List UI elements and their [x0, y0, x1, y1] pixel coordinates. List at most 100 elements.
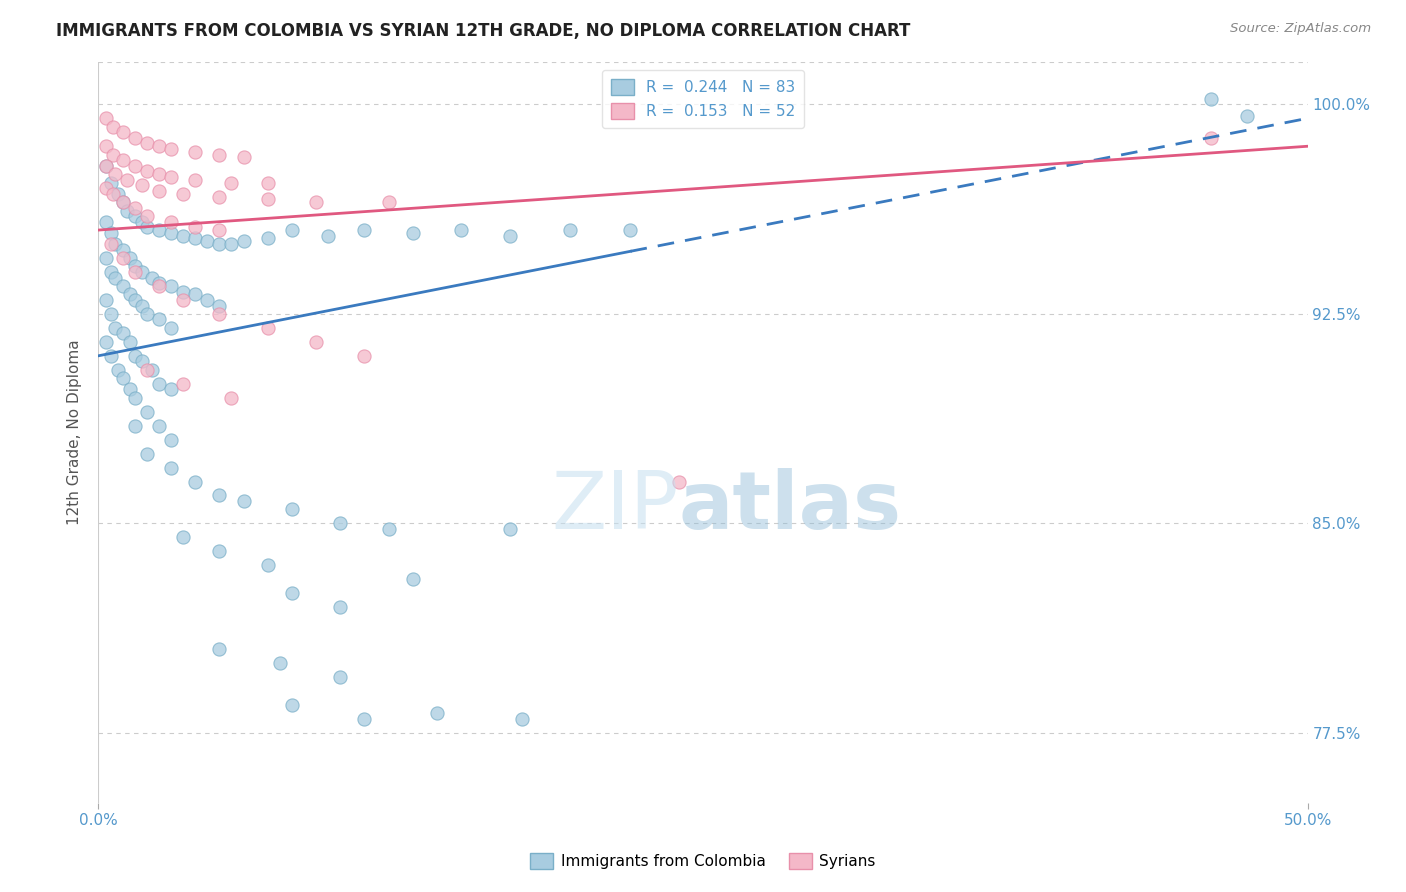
Point: [118, 382, 141, 396]
Point: [111, 371, 134, 385]
Point: [131, 178, 153, 193]
Point: [101, 186, 124, 201]
Point: [124, 418, 146, 433]
Point: [131, 354, 153, 368]
Point: [221, 237, 243, 252]
Point: [160, 382, 183, 396]
Point: [94, 334, 117, 349]
Point: [160, 215, 183, 229]
Point: [1236, 109, 1258, 123]
Point: [148, 418, 170, 433]
Point: [184, 475, 207, 489]
Point: [100, 265, 122, 279]
Point: [353, 223, 375, 237]
Point: [172, 293, 194, 307]
Point: [184, 287, 207, 301]
Point: [101, 120, 124, 134]
Y-axis label: 12th Grade, No Diploma: 12th Grade, No Diploma: [67, 340, 83, 525]
Point: [184, 173, 207, 187]
Point: [221, 176, 243, 190]
Point: [117, 203, 139, 218]
Point: [117, 173, 139, 187]
Legend: R =  0.244   N = 83, R =  0.153   N = 52: R = 0.244 N = 83, R = 0.153 N = 52: [602, 70, 804, 128]
Point: [1199, 92, 1222, 106]
Point: [131, 265, 153, 279]
Point: [510, 712, 533, 726]
Point: [281, 698, 304, 712]
Point: [101, 147, 124, 161]
Point: [124, 159, 146, 173]
Point: [329, 670, 352, 684]
Point: [94, 159, 117, 173]
Point: [94, 139, 117, 153]
Point: [124, 349, 146, 363]
Point: [195, 293, 218, 307]
Point: [107, 186, 129, 201]
Point: [124, 260, 146, 274]
Text: atlas: atlas: [679, 467, 901, 546]
Point: [619, 223, 641, 237]
Point: [160, 460, 183, 475]
Point: [148, 376, 170, 391]
Point: [94, 112, 117, 126]
Point: [160, 142, 183, 156]
Point: [377, 522, 399, 536]
Point: [118, 334, 141, 349]
Point: [111, 195, 134, 210]
Point: [94, 251, 117, 265]
Point: [100, 176, 122, 190]
Point: [100, 226, 122, 240]
Point: [402, 226, 425, 240]
Point: [426, 706, 449, 721]
Point: [305, 334, 328, 349]
Point: [148, 223, 170, 237]
Point: [111, 279, 134, 293]
Point: [269, 656, 291, 670]
Point: [184, 145, 207, 159]
Point: [141, 363, 163, 377]
Point: [160, 321, 183, 335]
Point: [124, 201, 146, 215]
Point: [141, 270, 163, 285]
Point: [184, 231, 207, 245]
Point: [172, 376, 194, 391]
Point: [135, 446, 157, 460]
Point: [184, 220, 207, 235]
Point: [111, 195, 134, 210]
Point: [104, 237, 127, 252]
Point: [232, 150, 254, 164]
Point: [305, 195, 328, 210]
Point: [195, 234, 218, 248]
Point: [558, 223, 581, 237]
Point: [118, 287, 141, 301]
Point: [104, 270, 127, 285]
Point: [104, 167, 127, 181]
Point: [353, 712, 375, 726]
Point: [498, 228, 520, 243]
Point: [94, 293, 117, 307]
Point: [111, 251, 134, 265]
Point: [208, 147, 231, 161]
Point: [111, 326, 134, 341]
Point: [104, 321, 127, 335]
Point: [124, 265, 146, 279]
Point: [221, 391, 243, 405]
Point: [100, 237, 122, 252]
Point: [402, 572, 425, 586]
Point: [208, 307, 231, 321]
Point: [208, 223, 231, 237]
Point: [118, 251, 141, 265]
Point: [208, 298, 231, 312]
Point: [160, 226, 183, 240]
Legend: Immigrants from Colombia, Syrians: Immigrants from Colombia, Syrians: [524, 847, 882, 875]
Point: [256, 231, 278, 245]
Point: [208, 642, 231, 657]
Point: [111, 243, 134, 257]
Point: [281, 223, 304, 237]
Point: [256, 192, 278, 206]
Point: [100, 307, 122, 321]
Point: [148, 312, 170, 326]
Point: [256, 558, 278, 573]
Point: [94, 215, 117, 229]
Point: [281, 586, 304, 600]
